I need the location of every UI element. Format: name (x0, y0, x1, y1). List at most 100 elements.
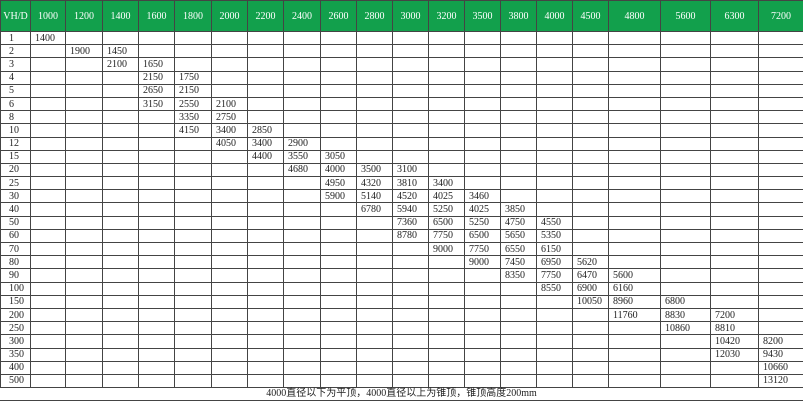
table-cell (103, 190, 139, 203)
table-cell: 3810 (393, 177, 429, 190)
table-cell (284, 84, 321, 97)
table-cell (759, 71, 803, 84)
table-cell (465, 282, 501, 295)
table-cell (66, 216, 103, 229)
table-cell (429, 322, 465, 335)
table-cell (501, 71, 537, 84)
table-cell: 7360 (393, 216, 429, 229)
table-cell: 4320 (357, 177, 393, 190)
table-cell (573, 71, 609, 84)
table-cell (759, 58, 803, 71)
table-cell (573, 216, 609, 229)
table-cell (284, 269, 321, 282)
table-cell (175, 190, 212, 203)
table-cell (661, 45, 711, 58)
table-cell (284, 308, 321, 321)
table-cell: 8780 (393, 229, 429, 242)
row-header: 10 (1, 124, 31, 137)
table-cell (429, 256, 465, 269)
table-cell (31, 295, 66, 308)
table-cell (248, 229, 284, 242)
table-cell (66, 361, 103, 374)
table-cell (31, 97, 66, 110)
table-cell (284, 348, 321, 361)
table-cell (31, 124, 66, 137)
table-cell (212, 361, 248, 374)
table-cell (393, 243, 429, 256)
table-cell (139, 256, 175, 269)
table-cell (103, 308, 139, 321)
table-cell (661, 111, 711, 124)
table-cell (429, 282, 465, 295)
table-cell: 3400 (212, 124, 248, 137)
table-cell: 3050 (321, 150, 357, 163)
table-cell (175, 348, 212, 361)
table-cell (609, 71, 661, 84)
row-header: 200 (1, 308, 31, 321)
table-cell: 2550 (175, 97, 212, 110)
table-cell (321, 216, 357, 229)
table-cell (175, 32, 212, 45)
table-cell (357, 348, 393, 361)
table-cell (175, 282, 212, 295)
column-header: 2800 (357, 1, 393, 32)
table-cell (573, 322, 609, 335)
table-cell (31, 177, 66, 190)
table-cell (66, 32, 103, 45)
table-cell (537, 137, 573, 150)
table-cell (393, 150, 429, 163)
row-header: 3 (1, 58, 31, 71)
table-cell: 9000 (429, 243, 465, 256)
table-cell: 9000 (465, 256, 501, 269)
table-cell: 4025 (465, 203, 501, 216)
table-cell (711, 150, 759, 163)
table-cell (537, 374, 573, 387)
table-cell (537, 322, 573, 335)
table-cell (66, 295, 103, 308)
table-cell (31, 269, 66, 282)
table-cell (573, 137, 609, 150)
table-cell (66, 58, 103, 71)
table-cell (661, 71, 711, 84)
table-cell (465, 58, 501, 71)
table-cell (103, 163, 139, 176)
table-cell (609, 190, 661, 203)
column-header: 1000 (31, 1, 66, 32)
table-cell (759, 32, 803, 45)
table-cell (501, 190, 537, 203)
table-cell (175, 229, 212, 242)
table-cell (609, 335, 661, 348)
table-cell (357, 71, 393, 84)
table-cell (711, 374, 759, 387)
table-cell (537, 348, 573, 361)
table-cell (609, 137, 661, 150)
table-cell: 11760 (609, 308, 661, 321)
corner-header: VH/D (1, 1, 31, 32)
table-cell (357, 124, 393, 137)
row-header: 8 (1, 111, 31, 124)
table-cell (103, 256, 139, 269)
table-cell (66, 111, 103, 124)
table-cell (465, 124, 501, 137)
table-cell (661, 256, 711, 269)
row-header: 25 (1, 177, 31, 190)
column-header: 2600 (321, 1, 357, 32)
column-header: 1600 (139, 1, 175, 32)
table-cell (537, 163, 573, 176)
table-cell (139, 269, 175, 282)
table-cell (248, 84, 284, 97)
table-cell (711, 45, 759, 58)
table-cell (609, 32, 661, 45)
table-cell (321, 256, 357, 269)
table-cell (465, 348, 501, 361)
row-header: 400 (1, 361, 31, 374)
table-cell (31, 163, 66, 176)
table-cell (393, 97, 429, 110)
table-cell (357, 97, 393, 110)
table-cell (321, 203, 357, 216)
